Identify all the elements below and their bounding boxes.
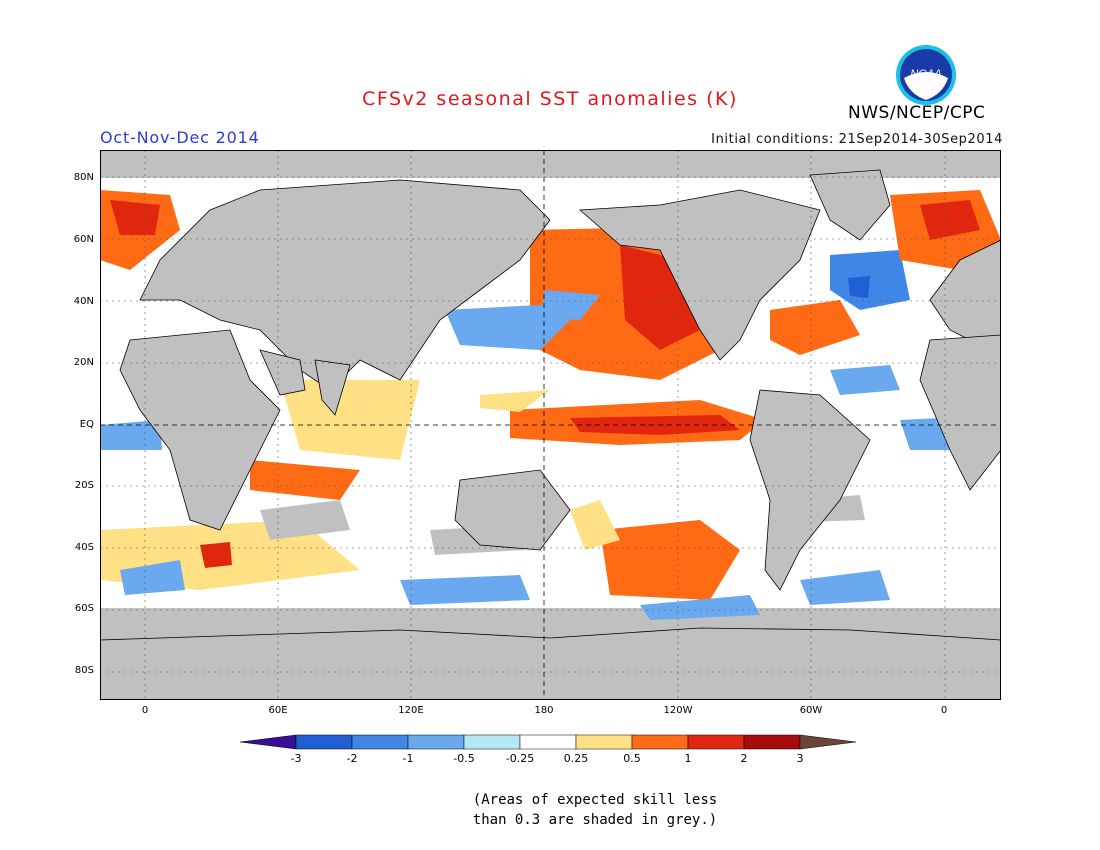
lon-label: 120W <box>663 705 693 716</box>
lat-label: 60N <box>73 234 94 245</box>
colorbar-cell <box>295 734 353 750</box>
lon-label: 60W <box>799 705 823 716</box>
colorbar-label: -1 <box>402 752 414 765</box>
colorbar-label: -0.5 <box>453 752 475 765</box>
colorbar-cell <box>743 734 801 750</box>
south-america <box>749 389 871 591</box>
lat-label: 20S <box>74 480 94 491</box>
graticule <box>100 150 1001 700</box>
greenland <box>809 169 891 241</box>
lat-label: 40S <box>74 542 94 553</box>
land-masses <box>100 169 1001 700</box>
colorbar-cell <box>519 734 577 750</box>
colorbar-cell <box>631 734 689 750</box>
australia <box>454 469 571 551</box>
colorbar-cell <box>407 734 465 750</box>
agency-label: NWS/NCEP/CPC <box>848 103 986 123</box>
colorbar-label: 1 <box>684 752 692 765</box>
north-america <box>579 189 821 361</box>
lat-label: EQ <box>79 419 94 430</box>
lat-label: 60S <box>74 603 94 614</box>
lon-label: 60E <box>268 705 288 716</box>
colorbar-max-arrow <box>799 734 857 750</box>
colorbar-label: 2 <box>740 752 748 765</box>
sst-anomaly-map <box>100 150 1001 700</box>
colorbar-cell <box>463 734 521 750</box>
colorbar-cell <box>351 734 409 750</box>
lon-label: 180 <box>534 705 554 716</box>
lat-label: 80N <box>73 172 94 183</box>
colorbar-label: 3 <box>796 752 804 765</box>
lat-label: 40N <box>73 296 94 307</box>
lon-label: 0 <box>141 705 149 716</box>
lat-label: 20N <box>73 357 94 368</box>
logo-text: NOAA <box>910 68 941 80</box>
map-title: CFSv2 seasonal SST anomalies (K) <box>362 88 738 110</box>
colorbar-label: -2 <box>346 752 358 765</box>
lon-label: 120E <box>398 705 424 716</box>
lon-label: 0 <box>940 705 948 716</box>
colorbar <box>240 734 857 750</box>
colorbar-min-arrow <box>240 734 297 750</box>
eurasia <box>139 179 551 391</box>
colorbar-cell <box>575 734 633 750</box>
africa <box>119 329 281 531</box>
skill-note-line-1: (Areas of expected skill less <box>472 792 718 808</box>
noaa-logo: NOAA <box>896 45 956 105</box>
skill-note-line-2: than 0.3 are shaded in grey.) <box>472 812 718 828</box>
colorbar-cell <box>687 734 745 750</box>
colorbar-label: 0.25 <box>563 752 589 765</box>
colorbar-cells <box>240 734 857 750</box>
colorbar-label: -3 <box>290 752 302 765</box>
colorbar-label: -0.25 <box>505 752 535 765</box>
initial-conditions-label: Initial conditions: 21Sep2014-30Sep2014 <box>711 132 1003 147</box>
colorbar-label: 0.5 <box>623 752 641 765</box>
lat-label: 80S <box>74 665 94 676</box>
season-label: Oct-Nov-Dec 2014 <box>100 128 260 147</box>
